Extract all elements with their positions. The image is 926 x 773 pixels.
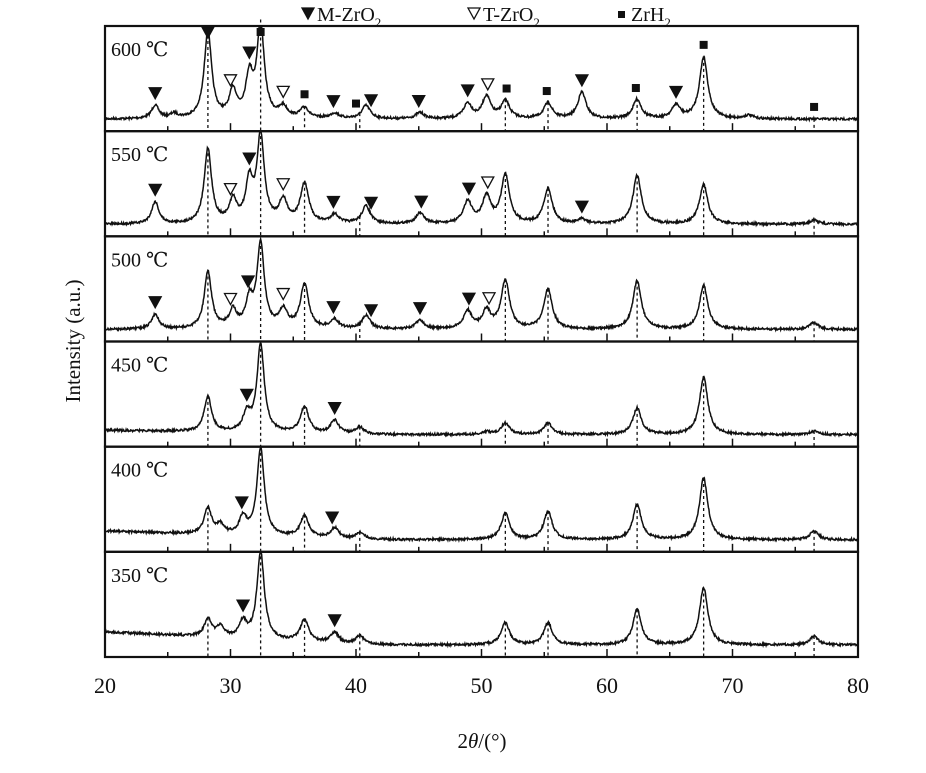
m-zro2-legend-icon (300, 7, 316, 21)
m-zro2-marker (574, 200, 589, 214)
panel-label: 450 ℃ (111, 355, 168, 377)
x-axis-ticks: 20 30 40 50 60 70 80 (94, 673, 869, 698)
panel-label: 400 ℃ (111, 460, 168, 482)
x-tick-label: 40 (345, 673, 367, 698)
panels: 600 ℃ 550 ℃ 500 ℃ 450 ℃ 400 ℃ 350 ℃ (103, 19, 860, 659)
panel-550: 550 ℃ (103, 130, 860, 238)
panel-frame (103, 235, 860, 343)
m-zro2-marker (234, 496, 249, 510)
x-tick-label: 80 (847, 673, 869, 698)
x-tick-label: 50 (471, 673, 493, 698)
m-zro2-marker (325, 511, 340, 525)
zrh2-marker (256, 28, 265, 36)
m-zro2-marker (668, 85, 684, 99)
zrh2-marker (300, 90, 309, 99)
x-tick-label: 70 (722, 673, 744, 698)
panel-350: 350 ℃ (103, 550, 860, 659)
pattern-curve (104, 446, 859, 543)
m-zro2-marker (235, 599, 251, 613)
panel-600: 600 ℃ (103, 19, 860, 133)
x-tick-label: 20 (94, 673, 116, 698)
m-zro2-marker (363, 304, 379, 318)
y-axis-title: Intensity (a.u.) (61, 279, 85, 402)
m-zro2-marker (148, 296, 163, 310)
t-zro2-marker (223, 292, 238, 306)
t-zro2-marker (480, 78, 495, 92)
zrh2-marker (810, 102, 819, 111)
zrh2-marker (352, 99, 360, 108)
legend-label: M-ZrO2 (317, 4, 381, 30)
m-zro2-marker (411, 94, 426, 108)
m-zro2-marker (200, 26, 216, 40)
t-zro2-marker (223, 74, 238, 88)
panel-400: 400 ℃ (103, 445, 860, 553)
zrh2-marker (542, 87, 551, 96)
panel-frame (103, 340, 860, 448)
pattern-curve (104, 341, 859, 438)
legend-label: T-ZrO2 (483, 4, 540, 30)
panel-frame (103, 550, 860, 659)
zrh2-marker (631, 84, 640, 93)
t-zro2-marker (481, 292, 497, 306)
panel-frame (103, 130, 860, 238)
t-zro2-marker (276, 85, 291, 99)
m-zro2-marker (326, 195, 341, 209)
legend: M-ZrO2 T-ZrO2 ZrH2 (300, 4, 671, 30)
m-zro2-marker (240, 275, 256, 289)
t-zro2-legend-icon (466, 7, 482, 21)
m-zro2-marker (326, 301, 341, 315)
pattern-curve (104, 552, 859, 649)
x-tick-label: 60 (596, 673, 618, 698)
panel-label: 350 ℃ (111, 565, 168, 587)
m-zro2-marker (327, 614, 342, 628)
panel-label: 500 ℃ (111, 249, 168, 271)
pattern-curve (104, 131, 859, 228)
x-axis-title: 2θ/(°) (457, 729, 506, 753)
m-zro2-marker (326, 95, 341, 109)
t-zro2-marker (480, 176, 495, 190)
m-zro2-marker (460, 84, 475, 98)
m-zro2-marker (412, 302, 428, 316)
panel-label: 600 ℃ (111, 39, 168, 61)
x-tick-label: 30 (220, 673, 242, 698)
legend-label: ZrH2 (631, 4, 671, 30)
panel-label: 550 ℃ (111, 144, 168, 166)
m-zro2-marker (148, 87, 163, 101)
m-zro2-marker (363, 196, 379, 210)
m-zro2-marker (414, 195, 429, 209)
m-zro2-marker (363, 94, 379, 108)
pattern-curve (104, 26, 859, 123)
panel-450: 450 ℃ (103, 340, 860, 448)
zrh2-marker (699, 40, 708, 49)
zrh2-legend-icon (618, 11, 625, 18)
m-zro2-marker (327, 402, 342, 416)
t-zro2-marker (276, 178, 291, 192)
panel-frame (103, 445, 860, 553)
m-zro2-marker (239, 388, 254, 402)
m-zro2-marker (574, 74, 589, 88)
t-zro2-marker (276, 287, 291, 301)
m-zro2-marker (461, 182, 477, 196)
t-zro2-marker (223, 182, 238, 196)
pattern-curve (104, 236, 859, 333)
panel-500: 500 ℃ (103, 235, 860, 343)
zrh2-marker (502, 84, 511, 93)
m-zro2-marker (242, 152, 257, 166)
m-zro2-marker (148, 183, 163, 197)
m-zro2-marker (461, 292, 477, 306)
m-zro2-marker (242, 46, 257, 60)
